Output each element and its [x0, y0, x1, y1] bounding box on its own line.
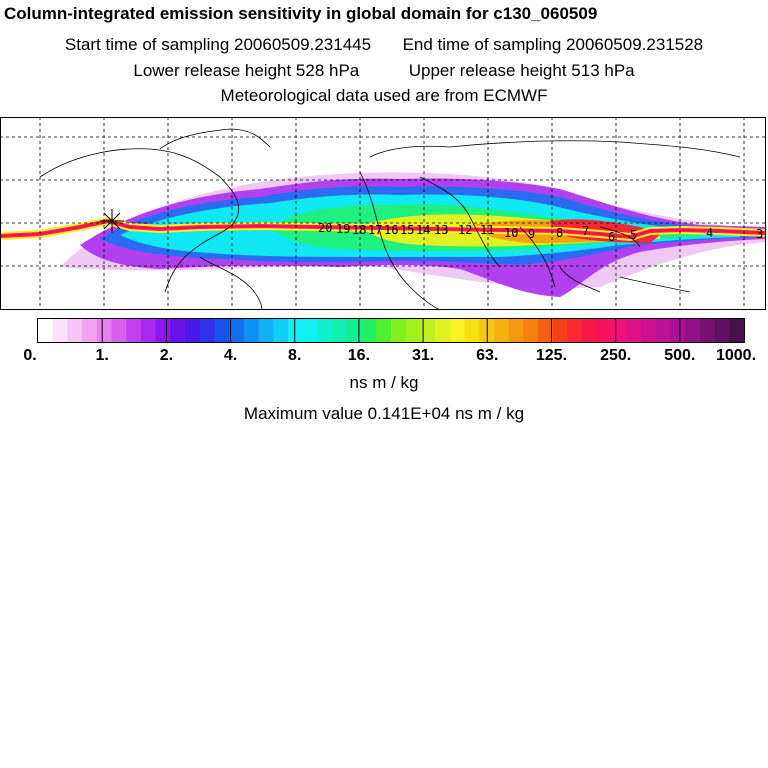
legend-swatch: [170, 319, 186, 342]
legend-swatch: [596, 319, 613, 342]
trajectory-day-label: 5: [630, 228, 637, 242]
lower-height-label: Lower release height 528 hPa: [133, 61, 360, 80]
trajectory-day-label: 14: [416, 223, 430, 237]
legend-tick-labels: 0. 1. 2. 4. 8. 16. 31. 63. 125. 250. 500. 1000.: [23, 347, 756, 364]
trajectory-labels: 20 19 18 17 16 15 14 13 12 11 10 9 8 7 6 5 4 3: [318, 221, 763, 244]
trajectory-day-label: 4: [706, 226, 713, 240]
lat-lon-grid: [0, 117, 766, 310]
legend-swatch: [214, 319, 230, 342]
end-time-label: End time of sampling 20060509.231528: [402, 35, 704, 54]
trajectory-day-label: 16: [384, 223, 398, 237]
trajectory-day-label: 20: [318, 221, 332, 235]
legend-swatch: [538, 319, 554, 342]
legend-swatch: [317, 319, 333, 342]
trajectory-day-label: 8: [556, 226, 563, 240]
sampling-times: Start time of sampling 20060509.231445 E…: [0, 35, 768, 55]
legend-swatch: [655, 319, 671, 342]
trajectory-day-label: 10: [504, 226, 518, 240]
legend-swatch: [38, 319, 54, 342]
legend-swatch: [258, 319, 274, 342]
legend-tick-label: 0.: [23, 347, 36, 364]
legend-tick-lines: [101, 319, 681, 342]
release-heights: Lower release height 528 hPa Upper relea…: [0, 61, 768, 81]
legend-swatch: [582, 319, 598, 342]
legend-swatch: [140, 319, 157, 342]
maximum-value-label: Maximum value 0.141E+04 ns m / kg: [243, 404, 525, 423]
legend-tick-label: 31.: [412, 347, 434, 364]
legend-tick-label: 1.: [96, 347, 109, 364]
legend-swatches: [38, 319, 745, 342]
legend-swatch: [641, 319, 657, 342]
trajectory-day-label: 17: [368, 223, 382, 237]
legend-swatch: [111, 319, 127, 342]
legend-tick-label: 16.: [348, 347, 370, 364]
trajectory-day-label: 12: [458, 223, 472, 237]
release-location-marker: [100, 209, 124, 233]
legend-tick-label: 1000.: [716, 347, 756, 364]
trajectory-day-label: 15: [400, 223, 414, 237]
legend-tick-label: 250.: [600, 347, 631, 364]
legend-swatch: [405, 319, 421, 342]
legend-swatch: [155, 319, 171, 342]
upper-height-label: Upper release height 513 hPa: [408, 61, 635, 80]
legend-swatch: [626, 319, 642, 342]
sensitivity-map: 20 19 18 17 16 15 14 13 12 11 10 9 8 7 6 5 4 3: [0, 117, 766, 310]
plot-title: Column-integrated emission sensitivity i…: [4, 4, 598, 23]
coastlines: [39, 128, 741, 310]
trajectory-day-label: 7: [582, 224, 589, 238]
legend-swatch: [714, 319, 730, 342]
legend-swatch: [67, 319, 83, 342]
legend-swatch: [288, 319, 304, 342]
trajectory-day-label: 11: [480, 223, 494, 237]
legend-frame: [37, 318, 745, 343]
legend-swatch: [435, 319, 451, 342]
trajectory-day-label: 18: [352, 223, 366, 237]
legend-swatch: [273, 319, 289, 342]
legend-swatch: [420, 319, 436, 342]
trajectory-day-label: 6: [608, 230, 615, 244]
legend-tick-label: 4.: [224, 347, 237, 364]
legend-tick-label: 2.: [160, 347, 173, 364]
legend-swatch: [96, 319, 113, 342]
legend-swatch: [361, 319, 377, 342]
legend-swatch: [552, 319, 568, 342]
start-time-label: Start time of sampling 20060509.231445: [64, 35, 372, 54]
legend-swatch: [346, 319, 363, 342]
legend-swatch: [567, 319, 583, 342]
legend-swatch: [508, 319, 524, 342]
legend-swatch: [376, 319, 392, 342]
legend-swatch: [243, 319, 260, 342]
legend-units: ns m / kg: [349, 373, 419, 392]
legend-swatch: [199, 319, 215, 342]
legend-tick-label: 63.: [476, 347, 498, 364]
legend-swatch: [449, 319, 466, 342]
legend-tick-label: 500.: [664, 347, 695, 364]
legend-swatch: [391, 319, 407, 342]
trajectory-day-label: 19: [336, 222, 350, 236]
legend-swatch: [126, 319, 142, 342]
legend-swatch: [611, 319, 627, 342]
legend-swatch: [229, 319, 245, 342]
legend-swatch: [523, 319, 539, 342]
legend-swatch: [493, 319, 510, 342]
legend-swatch: [302, 319, 318, 342]
color-scale-legend: 0. 1. 2. 4. 8. 16. 31. 63. 125. 250. 500. 1000.: [23, 318, 756, 364]
legend-swatch: [464, 319, 480, 342]
legend-swatch: [729, 319, 745, 342]
trajectory-day-label: 9: [528, 227, 535, 241]
legend-swatch: [332, 319, 348, 342]
legend-swatch: [670, 319, 686, 342]
legend-tick-label: 8.: [288, 347, 301, 364]
legend-swatch: [699, 319, 716, 342]
legend-tick-label: 125.: [536, 347, 567, 364]
met-data-label: Meteorological data used are from ECMWF: [220, 86, 548, 105]
trajectory-day-label: 3: [756, 227, 763, 241]
legend-swatch: [52, 319, 68, 342]
legend-swatch: [82, 319, 98, 342]
map-frame: [0, 117, 766, 310]
legend-swatch: [685, 319, 701, 342]
legend-swatch: [185, 319, 201, 342]
trajectory-day-label: 13: [434, 223, 448, 237]
